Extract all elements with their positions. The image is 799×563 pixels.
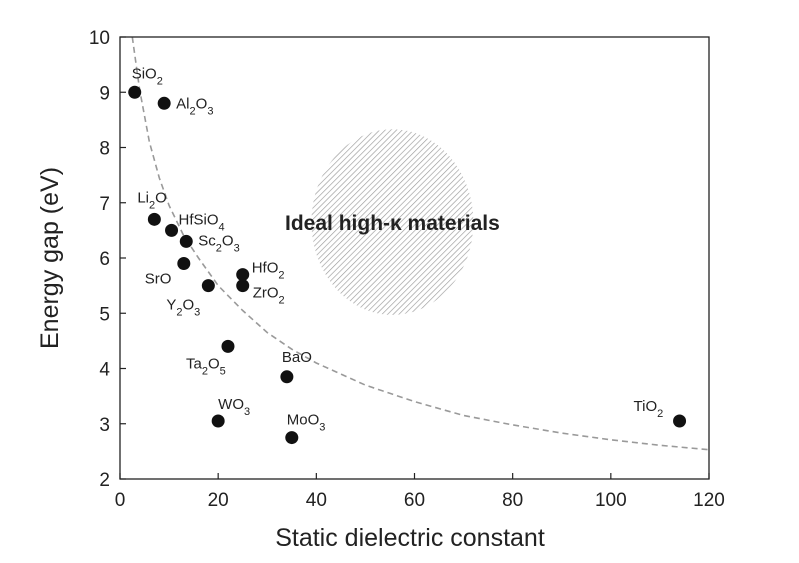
x-tick-label: 120	[693, 490, 725, 511]
point-ta2o5	[221, 339, 235, 353]
y-tick-label: 3	[99, 415, 110, 436]
point-sc2o3	[179, 234, 193, 248]
point-label-hfsio4: HfSiO4	[179, 211, 225, 233]
point-wo3	[211, 414, 225, 428]
point-sio2	[128, 85, 142, 99]
point-label-sro: SrO	[145, 271, 172, 288]
point-hfsio4	[165, 223, 179, 237]
point-label-al2o3: Al2O3	[176, 95, 213, 117]
point-label-tio2: TiO2	[634, 398, 664, 420]
point-moo3	[285, 431, 299, 445]
point-hfo2	[236, 268, 250, 282]
x-tick-label: 80	[502, 490, 523, 511]
y-axis-title: Energy gap (eV)	[36, 167, 64, 349]
point-y2o3	[201, 279, 215, 293]
ideal-region-ellipse	[311, 129, 474, 315]
point-sro	[177, 257, 191, 271]
x-tick-label: 100	[595, 490, 627, 511]
x-tick-label: 20	[208, 490, 229, 511]
x-axis-title: Static dielectric constant	[275, 524, 545, 552]
ideal-region-label: Ideal high-κ materials	[285, 212, 500, 235]
point-label-zro2: ZrO2	[253, 285, 285, 307]
point-label-sio2: SiO2	[132, 65, 163, 87]
point-label-ta2o5: Ta2O5	[186, 355, 226, 377]
point-al2o3	[157, 96, 171, 110]
x-tick-label: 40	[306, 490, 327, 511]
y-tick-label: 10	[89, 28, 110, 49]
point-label-moo3: MoO3	[287, 412, 326, 434]
y-tick-label: 5	[99, 304, 110, 325]
x-tick-label: 60	[404, 490, 425, 511]
point-zro2	[236, 279, 250, 293]
point-label-hfo2: HfO2	[252, 260, 285, 282]
point-label-bao: BaO	[282, 349, 312, 366]
point-label-sc2o3: Sc2O3	[198, 232, 239, 254]
point-label-wo3: WO3	[218, 396, 250, 418]
point-li2o	[147, 212, 161, 226]
point-label-li2o: Li2O	[137, 189, 166, 211]
x-tick-label: 0	[115, 490, 126, 511]
y-tick-label: 6	[99, 249, 110, 270]
y-tick-label: 2	[99, 470, 110, 491]
trend-curve	[131, 36, 710, 451]
point-tio2	[673, 414, 687, 428]
point-bao	[280, 370, 294, 384]
point-label-y2o3: Y2O3	[166, 297, 200, 319]
y-tick-label: 7	[99, 194, 110, 215]
y-tick-label: 8	[99, 139, 110, 160]
y-tick-label: 9	[99, 83, 110, 104]
y-tick-label: 4	[99, 360, 110, 381]
